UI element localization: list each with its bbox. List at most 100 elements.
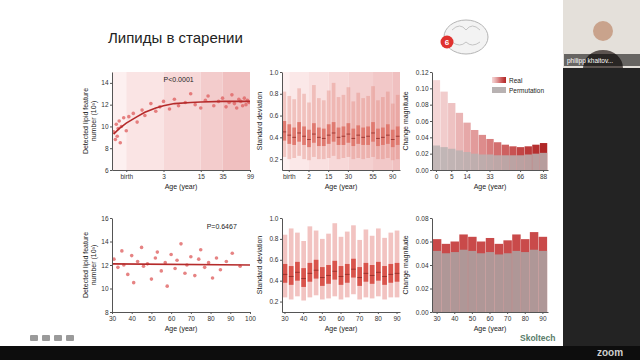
box bbox=[395, 263, 400, 282]
box bbox=[386, 124, 390, 144]
whisker bbox=[396, 95, 400, 159]
y-tick: 0.02 bbox=[416, 285, 432, 292]
x-tick-label: 100 bbox=[245, 315, 256, 322]
toolbar-icon[interactable] bbox=[42, 335, 50, 341]
bar bbox=[540, 143, 547, 170]
point bbox=[136, 260, 140, 264]
toolbar-icon[interactable] bbox=[30, 335, 38, 341]
x-tick: birth bbox=[283, 170, 296, 180]
y-tick-label: 10 bbox=[101, 285, 109, 292]
box bbox=[327, 124, 331, 144]
whisker bbox=[381, 97, 385, 159]
median bbox=[391, 139, 395, 140]
speaker-name: philipp khaitov... bbox=[567, 57, 613, 65]
x-tick: 2 bbox=[307, 170, 311, 180]
point bbox=[244, 103, 248, 107]
bar bbox=[539, 237, 547, 312]
box bbox=[292, 128, 296, 145]
point bbox=[183, 271, 187, 275]
box bbox=[382, 266, 387, 285]
x-tick: 60 bbox=[486, 312, 494, 322]
y-tick: 0.6 bbox=[269, 112, 282, 119]
x-tick: 70 bbox=[188, 312, 196, 322]
box bbox=[297, 122, 301, 142]
point bbox=[149, 102, 153, 106]
bar bbox=[440, 92, 447, 170]
bar bbox=[494, 155, 501, 170]
y-tick-label: 8 bbox=[105, 145, 109, 152]
y-tick-mark bbox=[110, 105, 112, 106]
box bbox=[345, 264, 350, 283]
median bbox=[381, 137, 385, 138]
box bbox=[332, 261, 337, 280]
median bbox=[376, 138, 380, 139]
bar bbox=[532, 145, 539, 170]
whisker bbox=[386, 92, 390, 158]
point bbox=[230, 251, 234, 255]
median bbox=[301, 278, 306, 279]
x-tick-label: 90 bbox=[393, 315, 401, 322]
x-tick: 50 bbox=[319, 312, 327, 322]
age-band bbox=[164, 72, 201, 170]
age-band bbox=[223, 72, 250, 170]
box bbox=[337, 128, 341, 145]
x-tick: birth bbox=[120, 170, 133, 180]
whisker bbox=[322, 100, 326, 159]
whisker bbox=[376, 100, 380, 159]
y-tick-label: 0.12 bbox=[416, 69, 429, 76]
y-tick-label: 14 bbox=[101, 238, 109, 245]
y-tick-mark bbox=[110, 265, 112, 266]
bar bbox=[509, 146, 516, 170]
point bbox=[127, 115, 131, 119]
logo: Skoltech bbox=[520, 333, 555, 343]
axis-line bbox=[282, 219, 283, 313]
box bbox=[366, 126, 370, 145]
y-tick-mark bbox=[280, 239, 282, 240]
median bbox=[295, 272, 300, 273]
whisker bbox=[312, 85, 316, 157]
y-tick-label: 0.04 bbox=[416, 262, 429, 269]
whisker bbox=[376, 228, 381, 296]
y-tick: 14 bbox=[101, 79, 112, 86]
point bbox=[203, 266, 207, 270]
median bbox=[332, 271, 337, 272]
bar bbox=[517, 147, 524, 170]
bar bbox=[456, 150, 463, 170]
box bbox=[388, 264, 393, 283]
whisker bbox=[391, 104, 395, 161]
toolbar-icon[interactable] bbox=[54, 335, 62, 341]
x-tick: 40 bbox=[451, 312, 459, 322]
toolbar-icon[interactable] bbox=[66, 335, 74, 341]
background bbox=[0, 0, 640, 360]
y-tick-mark bbox=[280, 218, 282, 219]
y-tick: 10 bbox=[101, 123, 112, 130]
point bbox=[233, 102, 237, 106]
x-tick: 3 bbox=[162, 170, 166, 180]
point bbox=[126, 273, 130, 277]
bar bbox=[456, 113, 463, 170]
x-tick: 14 bbox=[463, 170, 471, 180]
point bbox=[154, 109, 158, 113]
median bbox=[302, 136, 306, 137]
x-tick-axis: birth215305590 bbox=[283, 170, 401, 180]
bar bbox=[459, 234, 467, 312]
x-tick: 30 bbox=[345, 170, 353, 180]
x-tick: 80 bbox=[375, 312, 383, 322]
whisker bbox=[342, 95, 346, 158]
y-tick: 0.04 bbox=[416, 134, 432, 141]
y-tick-axis: 0.20.40.60.81.0 bbox=[269, 69, 282, 171]
axis-line bbox=[433, 312, 549, 313]
y-tick: 12 bbox=[101, 262, 112, 269]
x-tick-label: birth bbox=[283, 173, 296, 180]
x-tick: 15 bbox=[325, 170, 333, 180]
y-tick: 0.8 bbox=[269, 235, 282, 242]
y-tick: 0.06 bbox=[416, 118, 432, 125]
point bbox=[212, 104, 216, 108]
y-tick-axis: 0.20.40.60.81.0 bbox=[269, 215, 282, 313]
y-tick: 0.12 bbox=[416, 69, 432, 76]
y-tick: 16 bbox=[101, 215, 112, 222]
whisker bbox=[302, 94, 306, 159]
y-tick: 0.4 bbox=[269, 134, 282, 141]
webcam bbox=[563, 0, 640, 68]
point bbox=[135, 120, 139, 124]
